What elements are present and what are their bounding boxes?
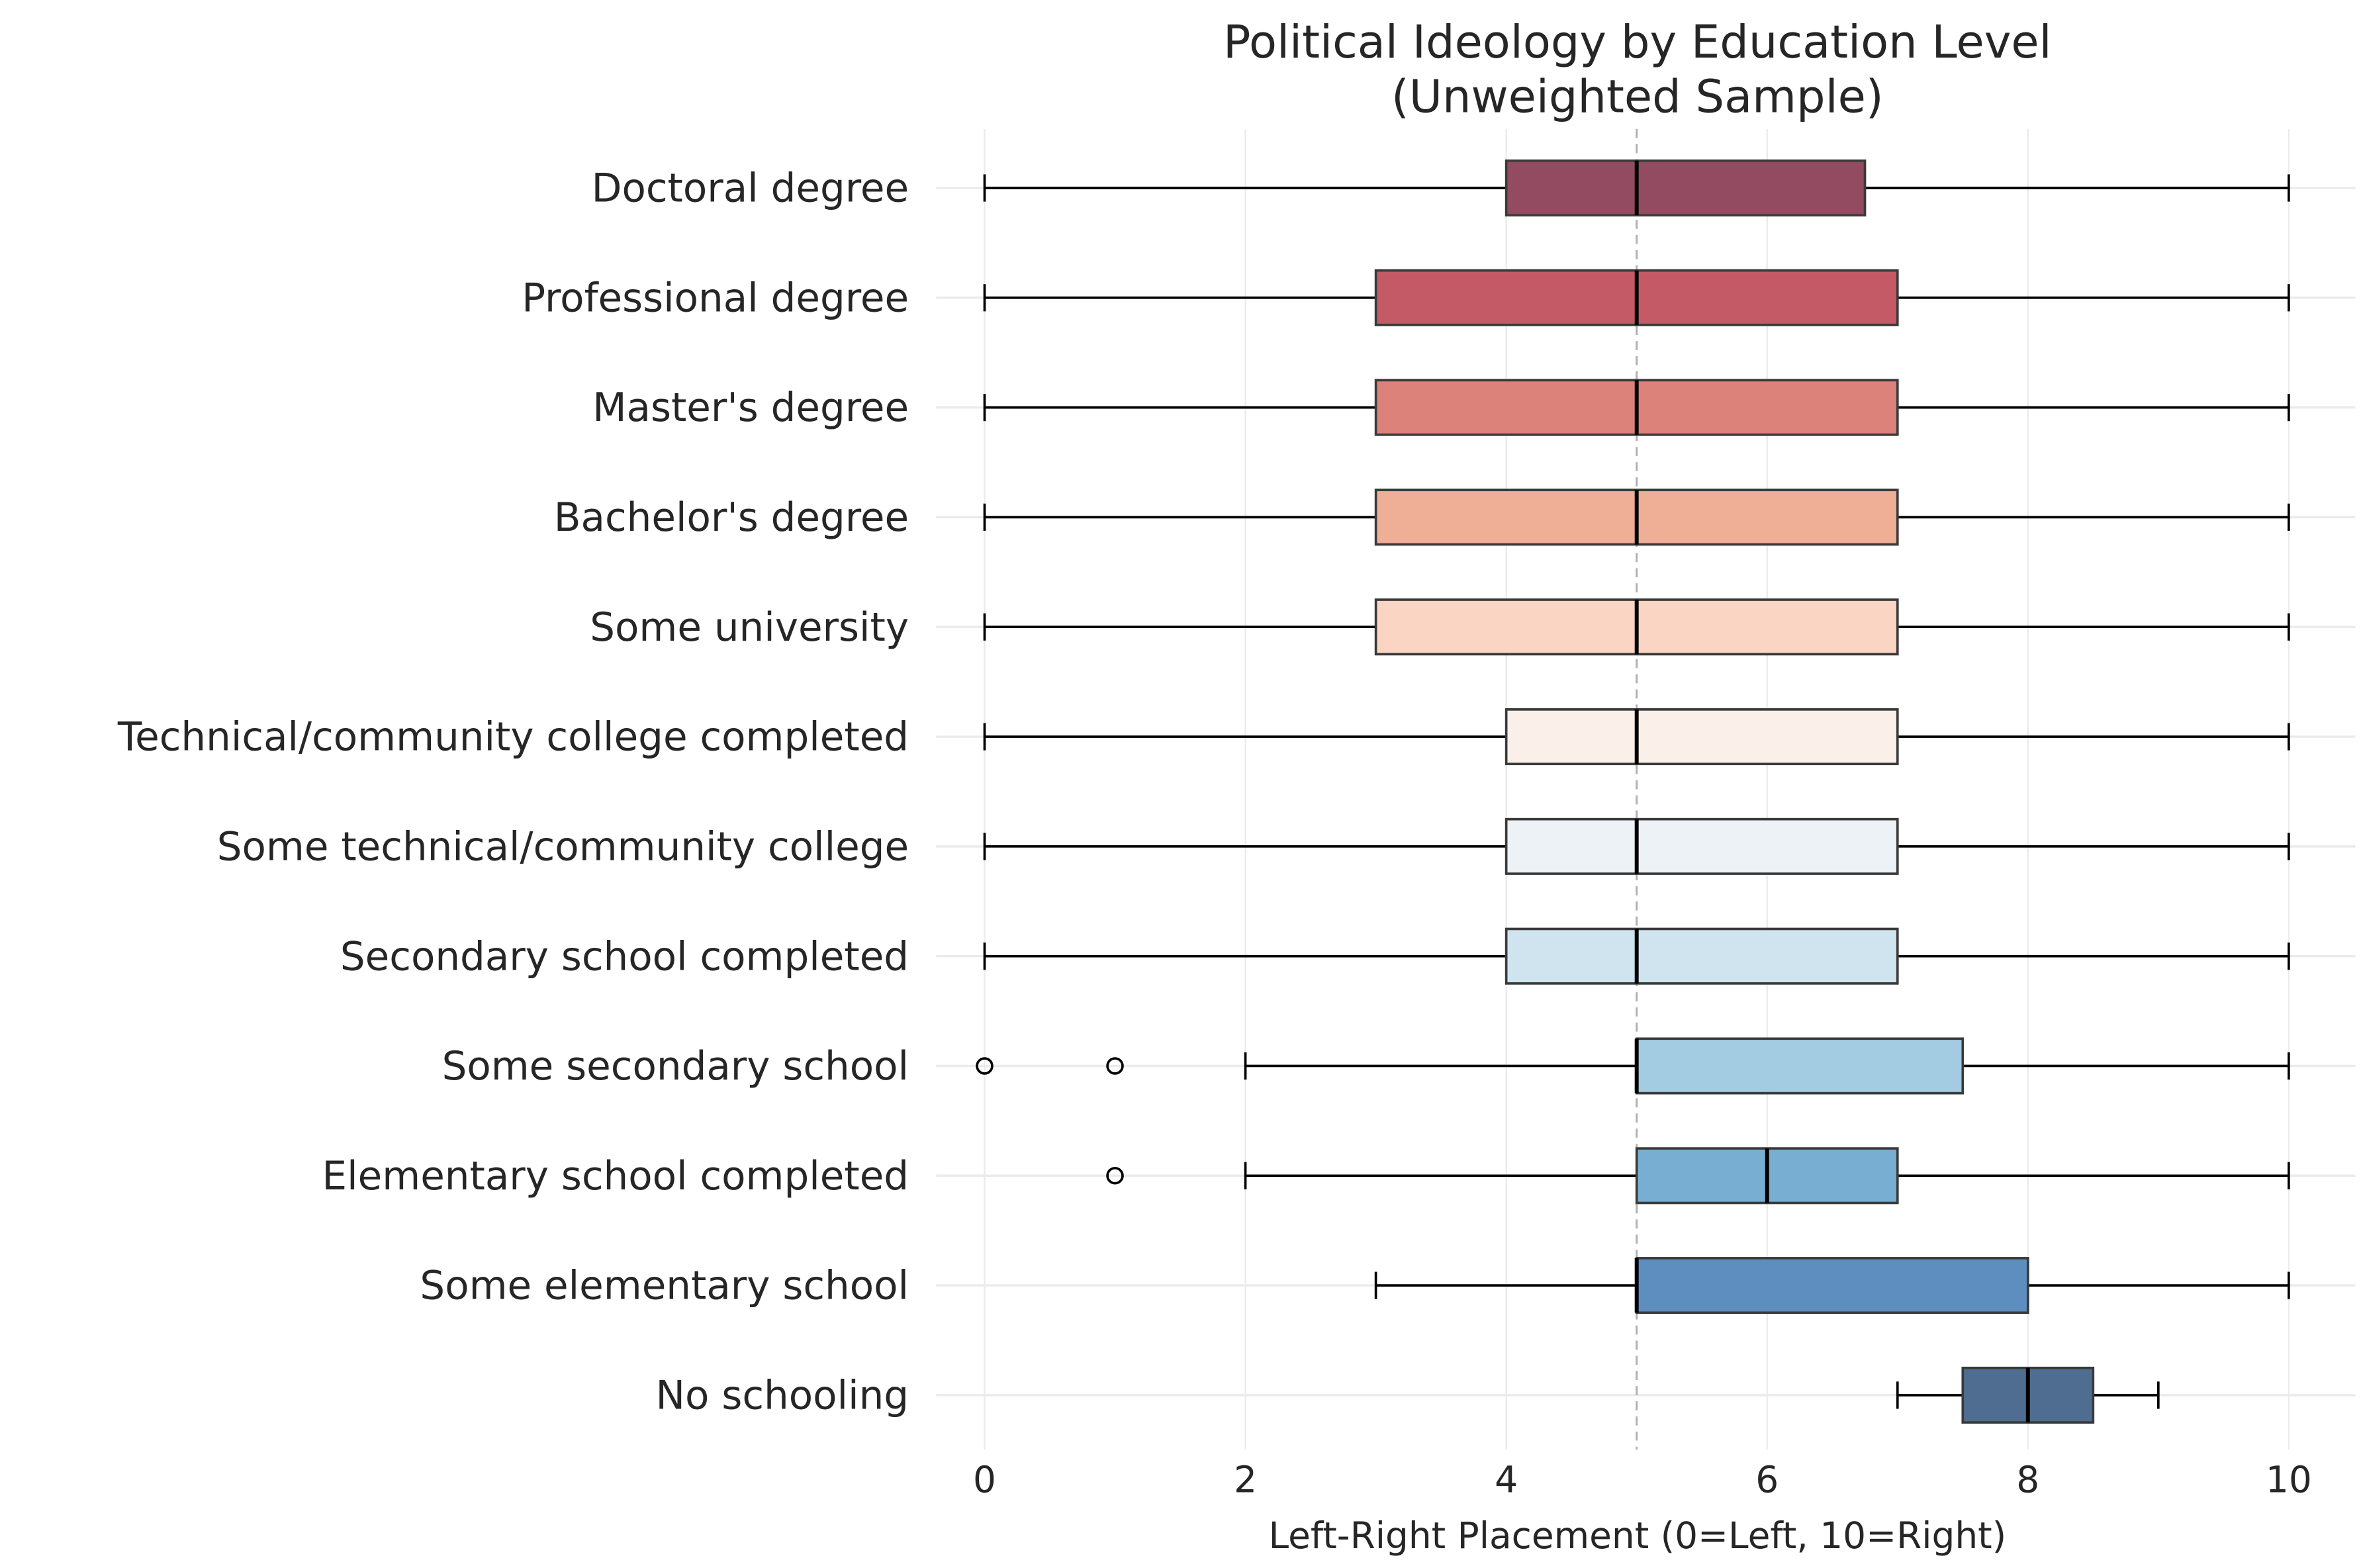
y-tick-label: Doctoral degree (592, 166, 909, 212)
box-bachelor-s-degree (983, 488, 2290, 546)
x-tick-label: 0 (973, 1458, 996, 1500)
box-some-elementary-school (1374, 1257, 2290, 1314)
box-iqr (1505, 927, 1899, 985)
y-tick-label: Master's degree (592, 385, 909, 431)
outlier-point (1106, 1057, 1124, 1075)
x-tick-label: 2 (1234, 1458, 1257, 1500)
box-no-schooling (1896, 1366, 2160, 1424)
x-tick-label: 6 (1755, 1458, 1779, 1500)
y-tick-label: Some elementary school (420, 1264, 909, 1309)
x-tick-label: 10 (2266, 1458, 2312, 1500)
x-axis: 0 2 4 6 8 10 (973, 1458, 2312, 1500)
box-iqr (1505, 817, 1899, 875)
box-iqr (1505, 708, 1899, 766)
grid (936, 128, 2356, 1450)
box-some-university (983, 598, 2290, 656)
box-iqr (1635, 1037, 1965, 1095)
chart-subtitle: (Unweighted Sample) (1391, 71, 1884, 124)
x-axis-label: Left-Right Placement (0=Left, 10=Right) (1269, 1514, 2007, 1557)
y-axis: Doctoral degree Professional degree Master… (117, 166, 909, 1419)
y-tick-label: Secondary school completed (340, 934, 909, 980)
box-master-s-degree (983, 379, 2290, 436)
boxes (976, 159, 2290, 1424)
y-tick-label: Some technical/community college (217, 824, 909, 870)
y-tick-label: Bachelor's degree (554, 495, 909, 541)
box-some-secondary-school (976, 1037, 2290, 1095)
chart-title: Political Ideology by Education Level (1223, 16, 2052, 69)
y-tick-label: Elementary school completed (322, 1154, 909, 1199)
y-tick-label: Some university (590, 605, 909, 651)
box-professional-degree (983, 269, 2290, 326)
box-some-technical-community-college (983, 817, 2290, 875)
box-iqr (1635, 1257, 2029, 1314)
box-iqr (1505, 159, 1867, 217)
box-technical-community-college-completed (983, 708, 2290, 766)
y-tick-label: No schooling (656, 1373, 909, 1418)
box-secondary-school-completed (983, 927, 2290, 985)
box-doctoral-degree (983, 159, 2290, 217)
y-tick-label: Professional degree (522, 275, 909, 321)
box-elementary-school-completed (1106, 1147, 2290, 1205)
y-tick-label: Technical/community college completed (117, 715, 909, 761)
outlier-point (976, 1057, 994, 1075)
x-tick-label: 4 (1495, 1458, 1518, 1500)
x-tick-label: 8 (2016, 1458, 2039, 1500)
y-tick-label: Some secondary school (442, 1044, 909, 1089)
outlier-point (1106, 1167, 1124, 1185)
